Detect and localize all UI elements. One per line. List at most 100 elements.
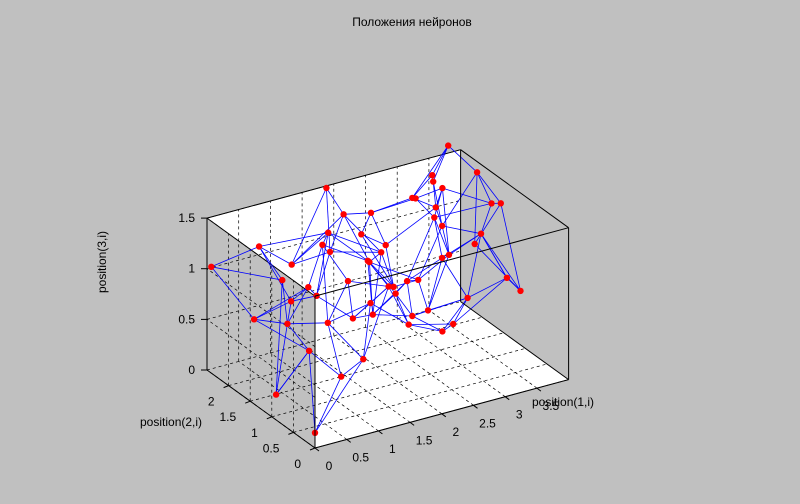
x-tick	[314, 447, 320, 452]
neuron-point	[272, 391, 280, 398]
neuron-link	[474, 243, 521, 292]
neuron-point	[412, 195, 419, 202]
neuron-link	[474, 172, 478, 245]
neuron-link	[417, 225, 443, 281]
neuron-link	[343, 212, 372, 215]
y-tick	[266, 416, 272, 420]
chart-title: Положения нейронов	[352, 15, 472, 29]
neuron-link	[441, 225, 450, 255]
neuron-point	[488, 200, 495, 207]
neuron-link	[412, 315, 443, 332]
neuron-point	[445, 142, 452, 149]
neuron-link	[415, 198, 435, 218]
neuron-point	[369, 311, 376, 318]
box-edge	[460, 301, 569, 381]
x-tick-label: 3.5	[543, 399, 560, 413]
neuron-link	[433, 217, 450, 255]
neuron-point	[517, 287, 524, 295]
neuron-link	[352, 302, 371, 319]
neuron-point	[405, 321, 412, 328]
neuron-link	[432, 145, 449, 182]
neuron-link	[308, 350, 316, 433]
neuron-point	[503, 274, 511, 281]
x-axis-label: position(1,i)	[532, 395, 594, 409]
neuron-link	[474, 203, 502, 245]
y-tick	[245, 400, 251, 404]
neuron-link	[380, 252, 394, 287]
left-grid-z	[206, 319, 316, 398]
neuron-link	[412, 297, 468, 317]
neuron-link	[290, 286, 309, 302]
neuron-link	[316, 251, 331, 296]
neuron-link	[369, 262, 374, 315]
neuron-link	[467, 277, 508, 299]
neuron-link	[411, 145, 449, 199]
x-tick-label: 1.5	[416, 433, 433, 447]
neuron-point	[432, 204, 439, 211]
neuron-point	[344, 277, 352, 285]
neuron-link	[360, 212, 372, 235]
y-tick-label: 1.5	[220, 410, 237, 424]
neuron-link	[258, 246, 292, 265]
floor-grid-y	[293, 363, 548, 433]
neuron-point	[382, 241, 389, 249]
neuron-point	[284, 320, 291, 327]
box-edge	[206, 217, 316, 297]
neuron-link	[441, 172, 478, 227]
back-grid-z	[206, 199, 461, 270]
neuron-point	[325, 229, 332, 236]
neuron-point	[279, 276, 286, 284]
neuron-link	[287, 301, 292, 324]
y-tick-label: 1	[251, 426, 258, 440]
y-axis-label: position(2,i)	[140, 415, 202, 429]
neuron-link	[417, 279, 429, 311]
neuron-point	[326, 248, 334, 256]
neuron-link	[291, 295, 317, 302]
neuron-link	[275, 323, 288, 395]
neuron-link	[327, 232, 369, 262]
axes-face	[207, 149, 569, 448]
neuron-link	[395, 293, 413, 317]
neuron-point	[430, 178, 437, 185]
tick-labels: 0 0.5 1 1.5 2 2.5 3 3.5 0 0.5 1 1.5 2 0 0.5 1 1.5	[178, 211, 559, 473]
neuron-point	[378, 249, 385, 256]
neuron-point	[319, 241, 326, 248]
neuron-link	[329, 214, 344, 253]
neuron-link	[291, 187, 327, 265]
y-tick-label: 0.5	[263, 441, 280, 455]
neuron-link	[291, 251, 331, 265]
neuron-point	[431, 214, 438, 221]
neuron-point	[366, 258, 373, 266]
neuron-link	[476, 172, 502, 204]
neuron-link	[326, 187, 344, 215]
neuron-link	[314, 358, 364, 434]
neuron-links	[210, 145, 521, 434]
neuron-point	[250, 316, 258, 323]
x-tick	[378, 430, 383, 435]
neuron-link	[370, 302, 409, 325]
neuron-point	[305, 347, 313, 354]
neuron-point	[438, 222, 446, 230]
neuron-link	[340, 358, 364, 377]
neuron-link	[328, 232, 382, 253]
neuron-link	[415, 187, 443, 199]
neuron-point	[392, 290, 399, 297]
x-tick	[536, 387, 542, 392]
neuron-link	[327, 322, 364, 360]
neuron-link	[253, 286, 309, 320]
neuron-point	[471, 240, 478, 248]
neuron-link	[291, 214, 344, 265]
neuron-point	[367, 209, 375, 216]
neuron-link	[275, 280, 283, 395]
box-edge	[206, 149, 461, 219]
floor-grid-y	[250, 332, 504, 402]
neuron-point	[288, 261, 295, 268]
neuron-link	[447, 145, 478, 173]
neuron-link	[347, 280, 389, 287]
neuron-link	[287, 287, 309, 324]
neuron-point	[367, 299, 374, 307]
neuron-link	[287, 322, 328, 325]
neuron-point	[208, 263, 215, 270]
neuron-point	[305, 284, 312, 291]
neuron-link	[441, 257, 468, 299]
